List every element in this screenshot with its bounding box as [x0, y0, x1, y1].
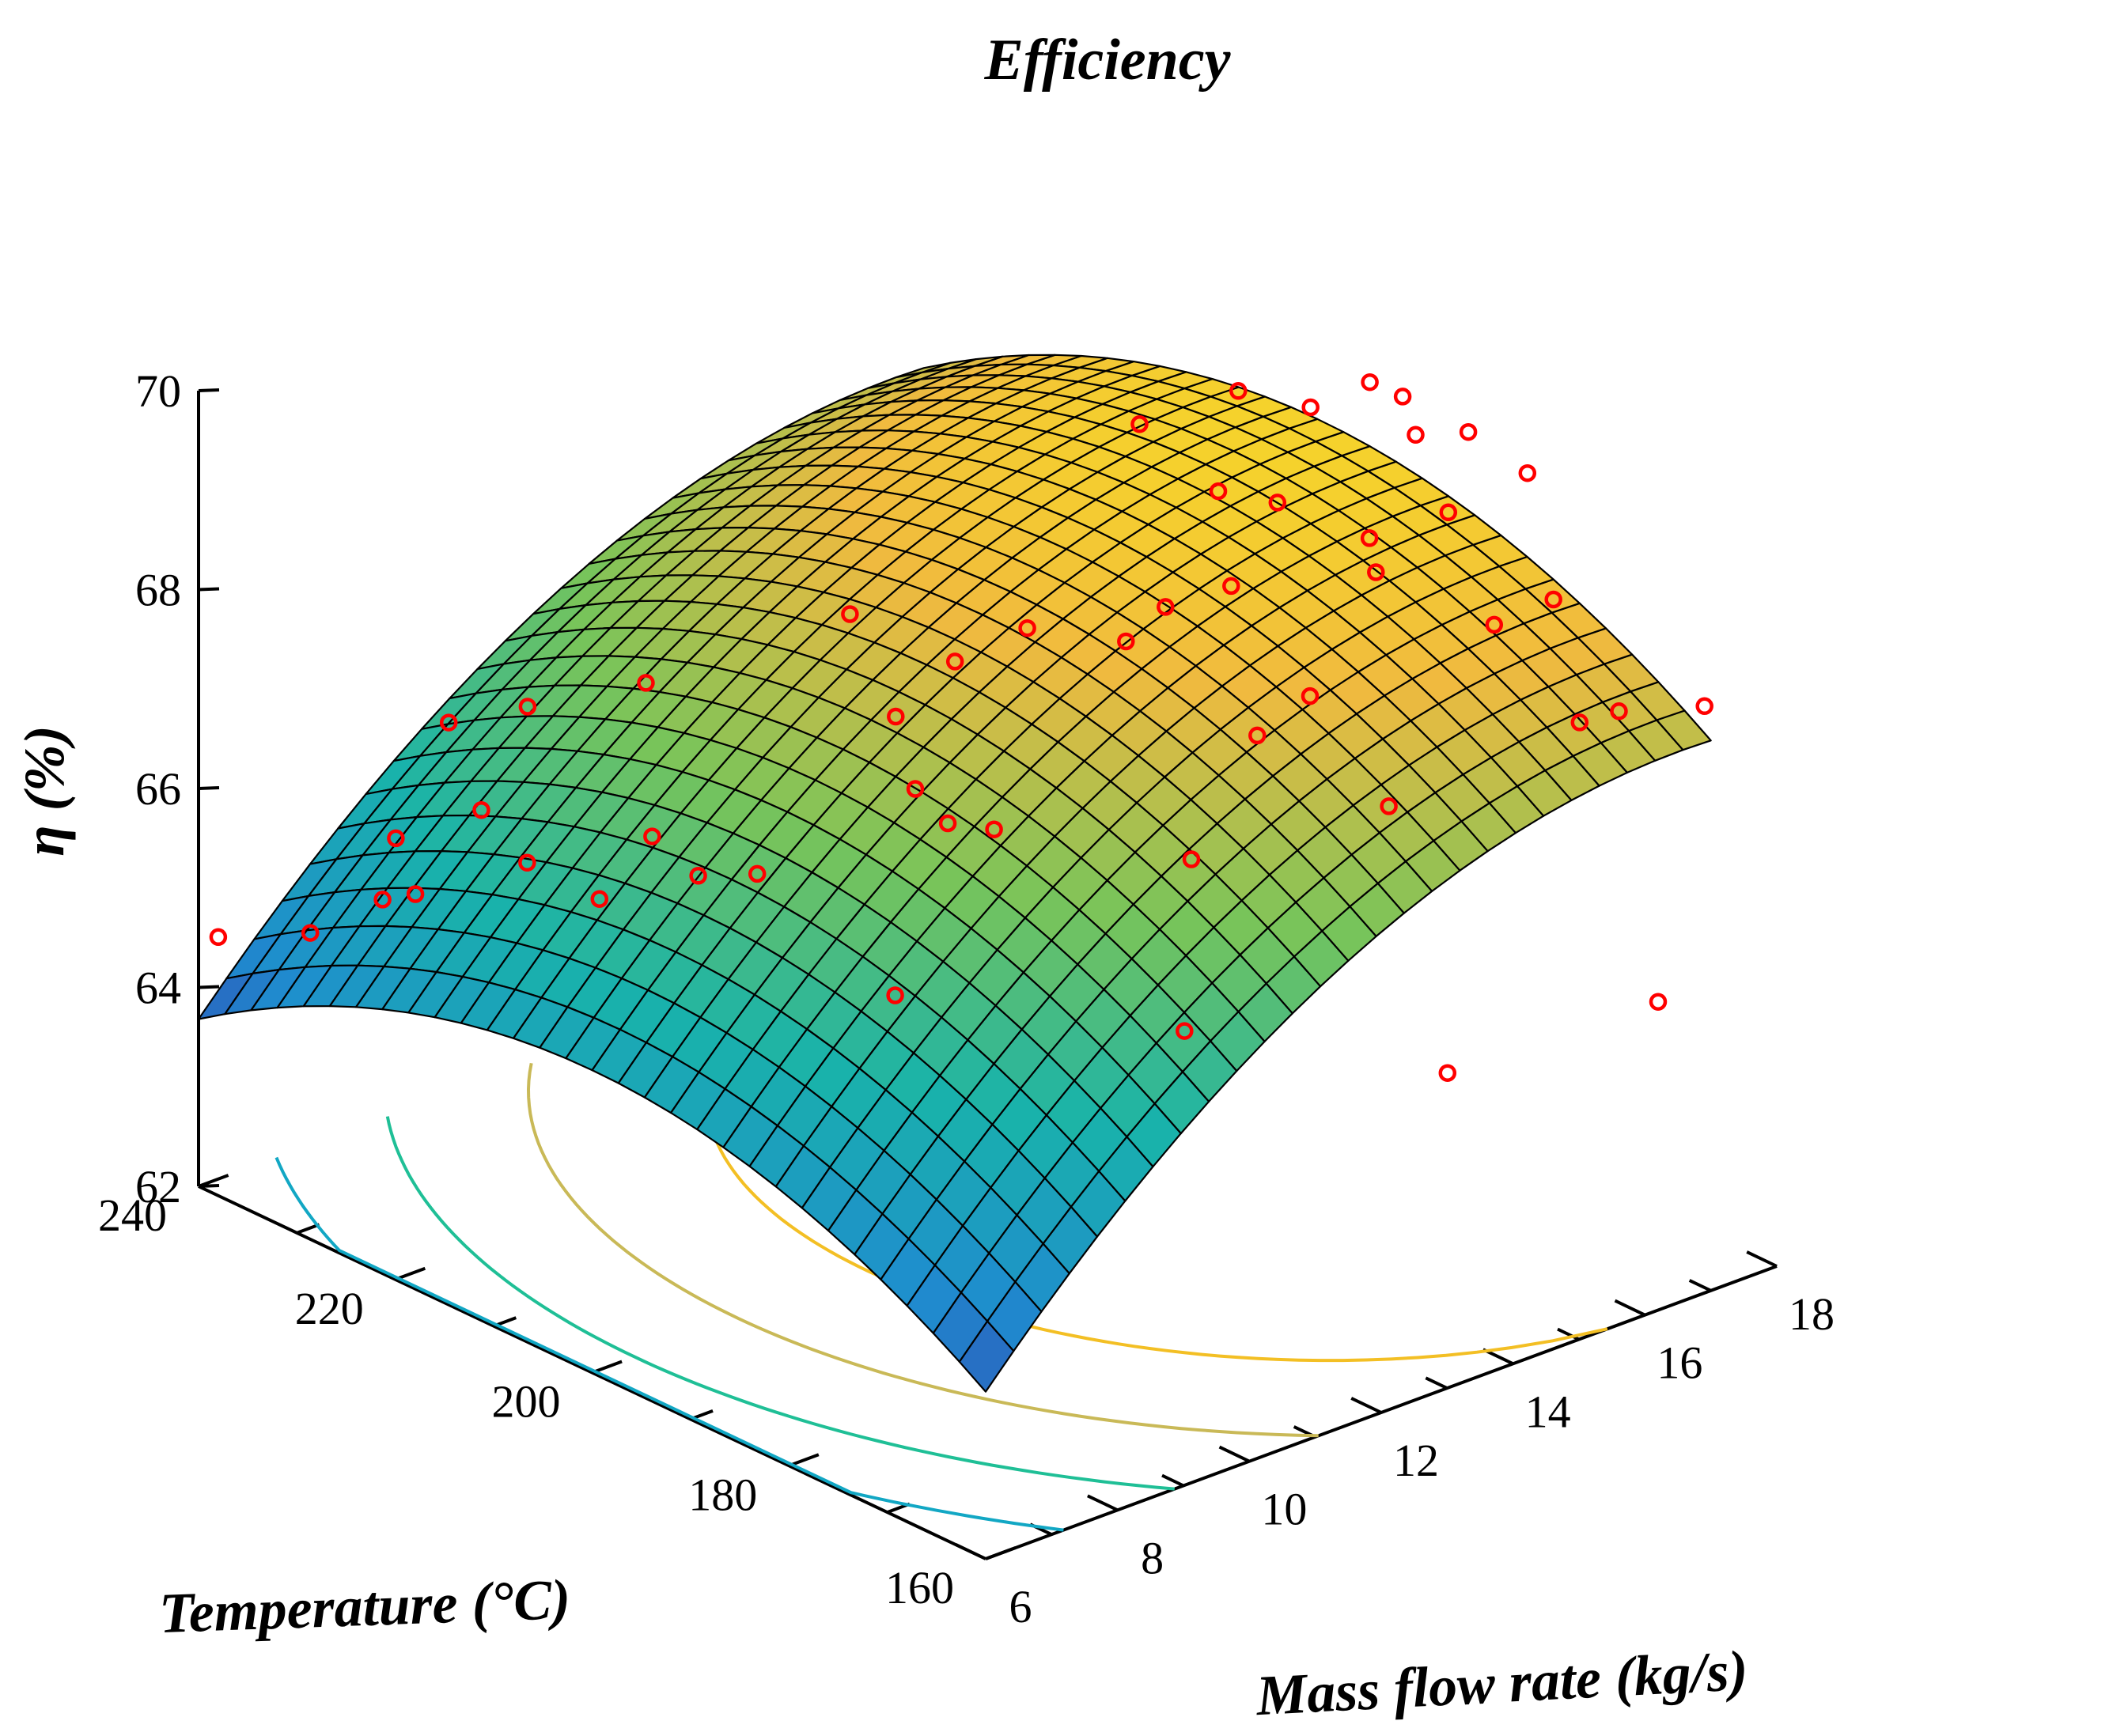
x-tick-label: 10 — [1261, 1484, 1307, 1535]
observation-point — [1367, 563, 1385, 581]
observation-point — [1157, 598, 1175, 616]
x-tick-mark — [1218, 1445, 1251, 1463]
chart-title: Efficiency — [984, 28, 1232, 93]
observation-point — [985, 820, 1003, 838]
observation-point — [1544, 590, 1562, 609]
observation-point — [406, 885, 425, 903]
y-tick-label: 160 — [885, 1562, 954, 1613]
x-tick-label: 16 — [1657, 1337, 1702, 1389]
observation-point — [1380, 797, 1398, 815]
observation-point — [1361, 373, 1379, 391]
observation-point — [906, 780, 925, 798]
observation-point — [637, 674, 655, 692]
observation-point — [1301, 398, 1320, 417]
observation-point — [938, 814, 957, 833]
observation-points-group — [209, 373, 1713, 1082]
contour-line — [385, 1116, 1175, 1491]
x-tick-mark — [1614, 1299, 1646, 1317]
observation-point — [1209, 482, 1228, 501]
observation-point — [841, 605, 859, 623]
x-axis-label: Mass flow rate (kg/s) — [1254, 1639, 1749, 1727]
observation-point — [1438, 1064, 1457, 1082]
x-minor-tick-mark — [1557, 1327, 1580, 1341]
y-tick-label: 200 — [492, 1376, 561, 1428]
observation-point — [1222, 577, 1240, 596]
observation-point — [1393, 388, 1412, 406]
observation-point — [1439, 503, 1458, 522]
x-tick-mark — [1087, 1494, 1119, 1512]
surface-group — [197, 354, 1712, 1393]
contour-group — [275, 955, 1608, 1532]
observation-point — [518, 853, 536, 872]
surface-patch — [197, 972, 254, 1020]
x-minor-tick-mark — [1161, 1473, 1184, 1488]
observation-point — [945, 652, 964, 671]
x-minor-tick-mark — [1425, 1376, 1448, 1390]
observation-point — [472, 800, 490, 819]
y-minor-tick-mark — [296, 1223, 320, 1235]
y-axis-label: Temperature (°C) — [158, 1568, 572, 1645]
observation-point — [1182, 850, 1201, 868]
z-tick-label: 64 — [135, 963, 181, 1014]
x-tick-label: 8 — [1141, 1532, 1164, 1583]
observation-point — [887, 707, 905, 726]
observation-point — [1248, 726, 1267, 745]
contour-line — [275, 1156, 1064, 1532]
observation-point — [209, 928, 228, 947]
observation-point — [373, 891, 392, 909]
observation-point — [1485, 615, 1504, 634]
observation-point — [1459, 422, 1478, 441]
z-axis-label: η (%) — [13, 725, 76, 856]
observation-point — [689, 867, 707, 885]
z-tick-label: 62 — [135, 1161, 181, 1212]
observation-point — [1518, 463, 1537, 482]
observation-point — [590, 890, 609, 908]
observation-point — [387, 829, 405, 848]
y-tick-label: 180 — [688, 1469, 757, 1520]
contour-line — [526, 1062, 1319, 1438]
observation-point — [439, 713, 458, 732]
z-tick-label: 68 — [135, 565, 181, 616]
z-tick-mark — [198, 388, 220, 392]
observation-point — [643, 827, 661, 845]
observation-point — [1649, 993, 1668, 1011]
observation-point — [1268, 494, 1287, 512]
observation-point — [1130, 415, 1149, 433]
observation-point — [886, 986, 904, 1004]
observation-point — [1117, 632, 1135, 651]
z-tick-mark — [198, 587, 220, 592]
z-tick-label: 66 — [135, 763, 181, 815]
x-minor-tick-mark — [1688, 1279, 1712, 1292]
z-tick-mark — [198, 786, 220, 790]
observation-point — [518, 698, 537, 716]
observation-point — [1610, 702, 1628, 720]
observation-point — [1176, 1022, 1194, 1040]
observation-point — [1360, 529, 1379, 547]
observation-point — [301, 924, 320, 942]
x-tick-mark — [1350, 1397, 1382, 1414]
observation-point — [1229, 382, 1248, 400]
z-tick-mark — [198, 985, 220, 989]
observation-point — [1570, 713, 1589, 732]
observation-point — [1018, 618, 1036, 637]
x-tick-label: 18 — [1789, 1288, 1835, 1340]
y-tick-mark — [198, 1174, 229, 1188]
y-tick-mark — [985, 1546, 1017, 1560]
observation-point — [1301, 686, 1320, 705]
observation-point — [748, 864, 767, 883]
y-tick-label: 240 — [98, 1189, 167, 1241]
x-tick-mark — [1746, 1250, 1778, 1268]
x-tick-label: 12 — [1393, 1435, 1439, 1486]
observation-point — [1695, 697, 1713, 716]
z-tick-label: 70 — [135, 365, 181, 417]
x-tick-label: 14 — [1525, 1386, 1571, 1437]
observation-point — [1407, 425, 1425, 444]
x-tick-label: 6 — [1009, 1581, 1032, 1632]
y-tick-label: 220 — [295, 1283, 364, 1334]
x-tick-mark — [955, 1543, 986, 1560]
